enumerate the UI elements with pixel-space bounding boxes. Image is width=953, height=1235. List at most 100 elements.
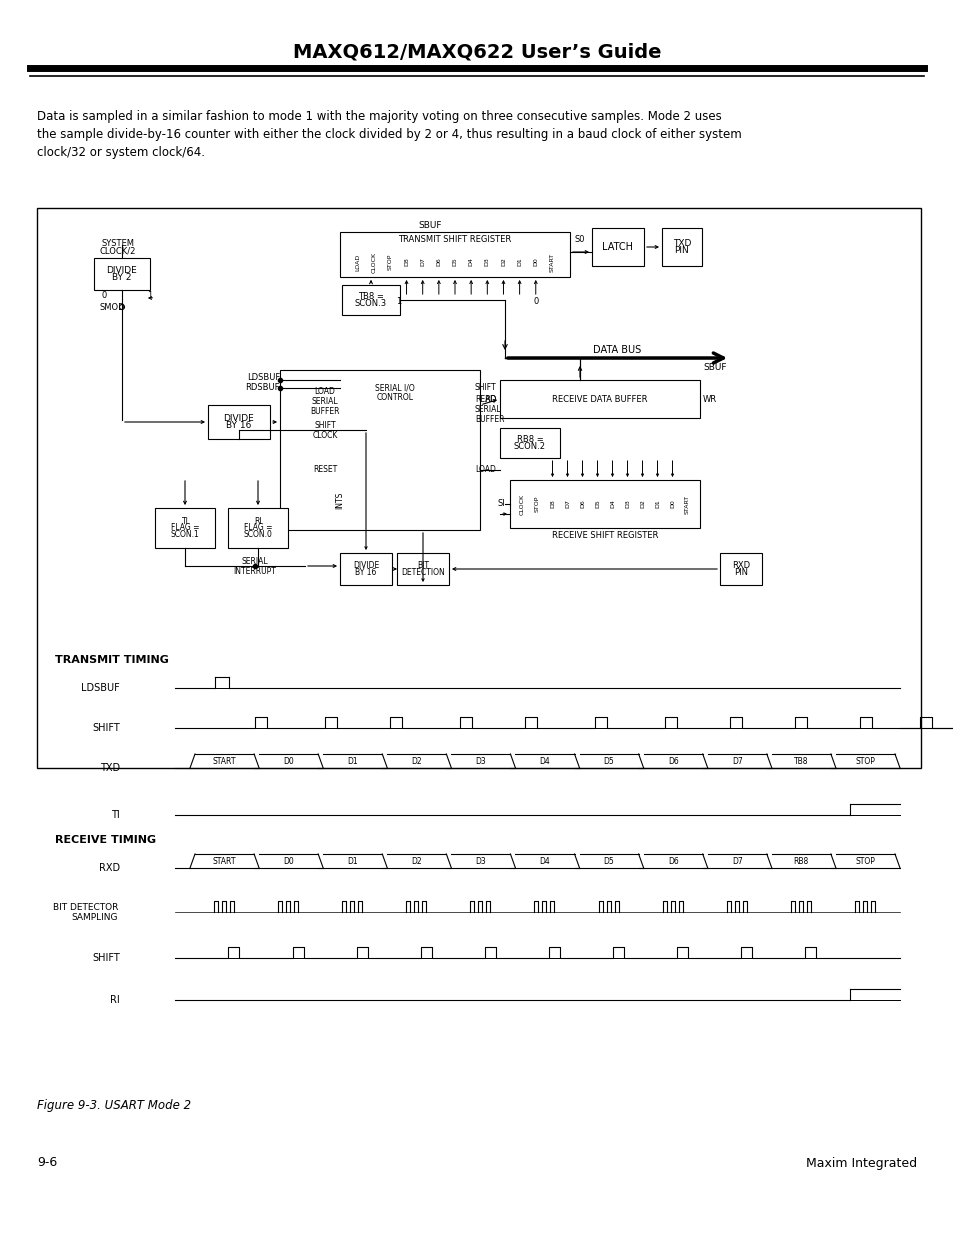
- Text: TRANSMIT SHIFT REGISTER: TRANSMIT SHIFT REGISTER: [398, 236, 511, 245]
- Bar: [208, 405, 270, 438]
- Text: TB8: TB8: [793, 757, 808, 766]
- Text: TI: TI: [181, 516, 189, 526]
- Text: DATA BUS: DATA BUS: [593, 345, 641, 354]
- Bar: [661, 228, 701, 266]
- Text: D7: D7: [419, 258, 425, 267]
- Text: RXD: RXD: [731, 561, 749, 569]
- Text: CLOCK: CLOCK: [519, 494, 524, 515]
- Text: PIN: PIN: [674, 246, 689, 256]
- Text: SCON.3: SCON.3: [355, 299, 387, 308]
- Text: S0: S0: [574, 236, 584, 245]
- Text: RI: RI: [253, 516, 261, 526]
- Text: D2: D2: [500, 258, 505, 267]
- Text: LOAD: LOAD: [475, 466, 496, 474]
- Text: D7: D7: [731, 757, 741, 766]
- Text: D0: D0: [283, 857, 294, 866]
- Text: LDSBUF: LDSBUF: [247, 373, 280, 383]
- Text: SERIAL: SERIAL: [241, 557, 268, 567]
- Text: CONTROL: CONTROL: [376, 394, 413, 403]
- Text: TB8 =: TB8 =: [357, 291, 383, 301]
- Text: RB8 =: RB8 =: [517, 435, 543, 443]
- Text: INTS: INTS: [335, 492, 344, 509]
- Text: D6: D6: [436, 258, 441, 267]
- Text: D4: D4: [609, 500, 615, 509]
- Bar: [499, 429, 559, 458]
- Bar: [510, 480, 700, 529]
- Text: 0: 0: [101, 291, 107, 300]
- Text: INTERRUPT: INTERRUPT: [233, 567, 276, 576]
- Text: SCON.0: SCON.0: [243, 530, 273, 540]
- Text: D7: D7: [731, 857, 741, 866]
- Text: WR: WR: [702, 394, 717, 404]
- Text: D0: D0: [669, 500, 675, 509]
- Text: BUFFER: BUFFER: [475, 415, 504, 425]
- Bar: [154, 508, 214, 548]
- Text: SERIAL: SERIAL: [312, 398, 338, 406]
- Text: D8: D8: [550, 500, 555, 509]
- Text: SHIFT: SHIFT: [92, 722, 120, 734]
- Text: D1: D1: [347, 757, 357, 766]
- Text: SAMPLING: SAMPLING: [71, 914, 118, 923]
- Text: MAXQ612/MAXQ622 User’s Guide: MAXQ612/MAXQ622 User’s Guide: [293, 42, 660, 62]
- Text: LDSBUF: LDSBUF: [81, 683, 120, 693]
- Bar: [720, 553, 761, 585]
- Text: SHIFT: SHIFT: [314, 421, 335, 431]
- Text: D1: D1: [517, 258, 521, 267]
- Text: STOP: STOP: [855, 757, 875, 766]
- Text: BY 2: BY 2: [112, 273, 132, 283]
- Bar: [280, 370, 479, 530]
- Text: 0: 0: [533, 296, 537, 305]
- Text: DIVIDE: DIVIDE: [353, 561, 378, 571]
- Text: 1: 1: [395, 296, 400, 305]
- Text: D2: D2: [411, 757, 421, 766]
- Text: SERIAL I/O: SERIAL I/O: [375, 384, 415, 393]
- Text: BIT DETECTOR: BIT DETECTOR: [52, 904, 118, 913]
- Text: BY 16: BY 16: [226, 421, 252, 430]
- Text: SMOD: SMOD: [100, 303, 126, 311]
- Text: CLOCK/2: CLOCK/2: [100, 247, 136, 256]
- Text: SI: SI: [497, 499, 504, 509]
- Text: STOP: STOP: [388, 254, 393, 270]
- Text: RESET: RESET: [313, 466, 336, 474]
- Text: D2: D2: [411, 857, 421, 866]
- Text: 1: 1: [147, 291, 152, 300]
- Text: START: START: [549, 252, 554, 272]
- Text: D5: D5: [452, 258, 457, 267]
- Text: D5: D5: [603, 857, 614, 866]
- Bar: [37, 207, 920, 768]
- Text: LATCH: LATCH: [602, 242, 633, 252]
- Text: BY 16: BY 16: [355, 568, 376, 577]
- Text: D6: D6: [667, 857, 678, 866]
- Text: D0: D0: [283, 757, 294, 766]
- Bar: [499, 380, 700, 417]
- Text: START: START: [213, 857, 236, 866]
- Text: SCON.2: SCON.2: [514, 442, 545, 451]
- Text: D0: D0: [533, 258, 537, 267]
- Bar: [228, 508, 288, 548]
- Text: PIN: PIN: [733, 568, 747, 577]
- Text: D6: D6: [667, 757, 678, 766]
- Bar: [339, 553, 392, 585]
- Text: SCON.1: SCON.1: [171, 530, 199, 540]
- Text: RXD: RXD: [99, 863, 120, 873]
- Bar: [341, 285, 399, 315]
- Text: START: START: [213, 757, 236, 766]
- Text: DIVIDE: DIVIDE: [107, 266, 137, 274]
- Text: CLOCK: CLOCK: [312, 431, 337, 441]
- Text: DIVIDE: DIVIDE: [223, 414, 254, 422]
- Text: TXD: TXD: [100, 763, 120, 773]
- Text: D1: D1: [655, 500, 659, 509]
- Text: RECEIVE DATA BUFFER: RECEIVE DATA BUFFER: [552, 394, 647, 404]
- Text: Data is sampled in a similar fashion to mode 1 with the majority voting on three: Data is sampled in a similar fashion to …: [37, 110, 721, 124]
- Text: RECEIVE SHIFT REGISTER: RECEIVE SHIFT REGISTER: [551, 531, 658, 541]
- Text: STOP: STOP: [535, 495, 539, 513]
- Text: DETECTION: DETECTION: [400, 568, 444, 577]
- Text: D6: D6: [579, 500, 584, 509]
- Text: D4: D4: [539, 757, 550, 766]
- Text: D3: D3: [624, 500, 629, 509]
- Text: D1: D1: [347, 857, 357, 866]
- Text: clock/32 or system clock/64.: clock/32 or system clock/64.: [37, 146, 205, 159]
- Text: Maxim Integrated: Maxim Integrated: [805, 1156, 916, 1170]
- Text: READ: READ: [475, 395, 496, 405]
- Text: D4: D4: [468, 258, 473, 267]
